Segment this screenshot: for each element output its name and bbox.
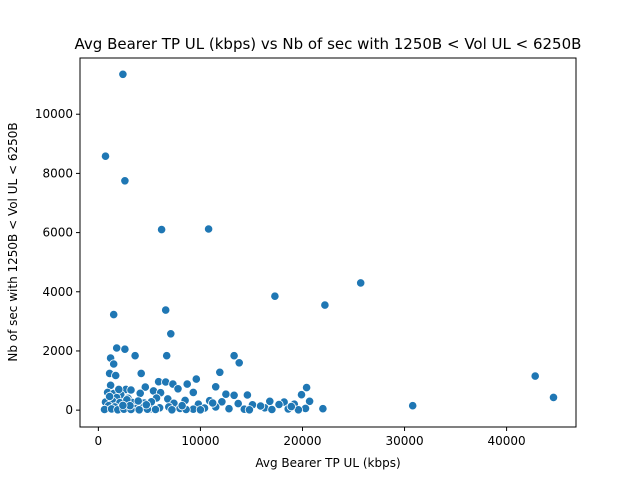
data-point-109 xyxy=(177,401,187,411)
data-point-99 xyxy=(195,405,205,415)
data-point-4 xyxy=(204,224,214,234)
data-point-44 xyxy=(229,390,239,400)
data-point-42 xyxy=(188,387,198,397)
data-point-11 xyxy=(112,343,122,353)
data-point-31 xyxy=(211,382,221,392)
data-point-30 xyxy=(140,382,150,392)
x-axis: 0 10000 20000 30000 40000 xyxy=(95,427,526,448)
data-point-32 xyxy=(301,382,312,393)
y-axis: 0 2000 4000 6000 8000 10000 xyxy=(35,107,80,417)
data-point-3 xyxy=(157,225,167,235)
data-point-108 xyxy=(141,400,151,410)
data-point-19 xyxy=(215,367,225,377)
y-tick-label: 10000 xyxy=(35,107,73,121)
data-point-110 xyxy=(208,398,218,408)
data-point-88 xyxy=(318,404,328,414)
x-tick-label: 20000 xyxy=(283,434,321,448)
data-point-12 xyxy=(120,344,130,354)
data-point-46 xyxy=(296,390,307,400)
x-tick-label: 10000 xyxy=(181,434,219,448)
data-point-101 xyxy=(267,404,277,415)
data-point-1 xyxy=(100,151,111,161)
data-point-97 xyxy=(167,405,177,415)
data-point-24 xyxy=(111,370,121,381)
data-point-43 xyxy=(221,389,231,399)
y-tick-label: 2000 xyxy=(42,344,73,358)
data-point-83 xyxy=(224,404,234,414)
data-point-16 xyxy=(229,351,239,361)
data-point-57 xyxy=(304,396,315,406)
data-point-7 xyxy=(320,300,330,310)
data-point-106 xyxy=(114,384,124,394)
data-point-28 xyxy=(182,379,192,389)
data-point-111 xyxy=(255,401,266,411)
data-point-47 xyxy=(548,392,559,402)
data-point-2 xyxy=(120,176,130,186)
data-point-8 xyxy=(161,305,171,315)
data-point-100 xyxy=(244,405,254,415)
x-tick-label: 40000 xyxy=(488,434,526,448)
data-point-114 xyxy=(118,400,128,410)
data-point-0 xyxy=(118,69,128,79)
data-point-23 xyxy=(191,374,201,384)
y-tick-label: 6000 xyxy=(42,226,73,240)
x-tick-label: 30000 xyxy=(385,434,423,448)
points-layer xyxy=(99,69,559,415)
data-point-94 xyxy=(134,405,144,415)
chart-title: Avg Bearer TP UL (kbps) vs Nb of sec wit… xyxy=(75,35,582,53)
y-tick-label: 0 xyxy=(65,403,73,417)
data-point-112 xyxy=(286,401,296,412)
y-tick-label: 8000 xyxy=(42,166,73,180)
data-point-18 xyxy=(109,359,119,369)
data-point-65 xyxy=(233,398,243,409)
plot-frame xyxy=(79,57,577,428)
data-point-69 xyxy=(408,401,418,411)
x-axis-label: Avg Bearer TP UL (kbps) xyxy=(255,456,400,470)
data-point-45 xyxy=(242,390,252,400)
data-point-17 xyxy=(234,358,244,368)
y-axis-label: Nb of sec with 1250B < Vol UL < 6250B xyxy=(6,122,20,361)
data-point-22 xyxy=(530,371,540,381)
data-point-104 xyxy=(133,396,143,406)
data-point-34 xyxy=(126,385,136,395)
data-point-10 xyxy=(166,329,176,339)
x-tick-label: 0 xyxy=(95,434,103,448)
y-tick-label: 4000 xyxy=(42,285,73,299)
data-point-14 xyxy=(130,351,140,361)
data-point-21 xyxy=(136,368,146,378)
data-point-36 xyxy=(173,384,183,394)
data-point-9 xyxy=(109,309,119,320)
data-point-40 xyxy=(135,388,145,398)
data-point-113 xyxy=(105,391,115,402)
data-point-96 xyxy=(150,404,161,415)
data-point-54 xyxy=(217,397,227,407)
data-point-5 xyxy=(356,278,366,288)
data-point-67 xyxy=(274,399,284,410)
data-point-6 xyxy=(270,291,280,301)
data-point-15 xyxy=(162,351,172,361)
